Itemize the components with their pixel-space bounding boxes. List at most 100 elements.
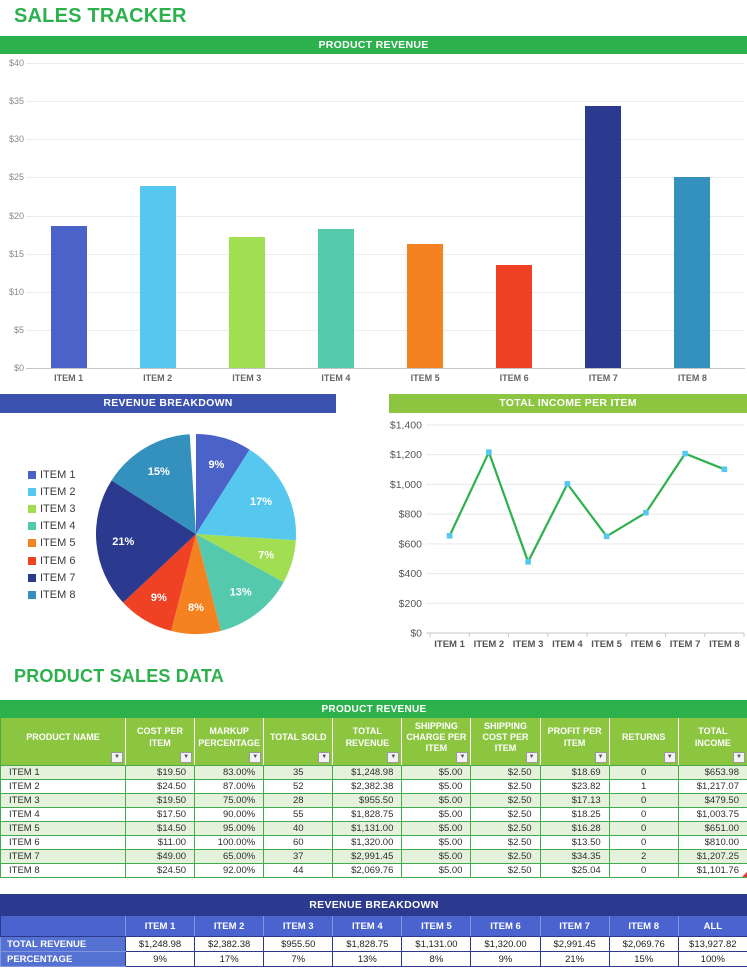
cell[interactable]: $19.50 — [124, 793, 196, 808]
cell[interactable]: 28 — [263, 793, 334, 808]
cell[interactable]: 65.00% — [194, 849, 265, 864]
cell[interactable]: 0 — [608, 835, 679, 850]
cell[interactable]: ITEM 2 — [0, 779, 126, 794]
cell[interactable]: $1,248.98 — [332, 765, 403, 780]
cell[interactable]: $1,207.25 — [677, 849, 747, 864]
cell[interactable]: 0 — [608, 765, 679, 780]
cell[interactable]: $23.82 — [539, 779, 610, 794]
cell[interactable]: $2,991.45 — [539, 936, 610, 952]
cell[interactable]: ITEM 8 — [0, 863, 126, 878]
cell[interactable]: $2,382.38 — [332, 779, 403, 794]
cell[interactable]: $1,320.00 — [470, 936, 541, 952]
cell[interactable]: $2.50 — [470, 779, 541, 794]
cell[interactable]: $5.00 — [401, 835, 472, 850]
cell[interactable]: $13,927.82 — [677, 936, 747, 952]
cell[interactable]: $18.25 — [539, 807, 610, 822]
cell[interactable]: $1,248.98 — [124, 936, 196, 952]
cell[interactable]: $5.00 — [401, 779, 472, 794]
cell[interactable]: ITEM 4 — [0, 807, 126, 822]
cell[interactable]: $18.69 — [539, 765, 610, 780]
cell[interactable]: $14.50 — [124, 821, 196, 836]
cell[interactable]: $1,003.75 — [677, 807, 747, 822]
cell[interactable]: $2.50 — [470, 835, 541, 850]
cell[interactable]: $2.50 — [470, 863, 541, 878]
cell[interactable]: $24.50 — [124, 863, 196, 878]
cell[interactable]: 100% — [677, 951, 747, 967]
cell[interactable]: 9% — [124, 951, 196, 967]
cell[interactable]: $2.50 — [470, 821, 541, 836]
cell[interactable]: $651.00 — [677, 821, 747, 836]
filter-button[interactable]: ▼ — [111, 752, 123, 763]
cell[interactable]: $16.28 — [539, 821, 610, 836]
filter-button[interactable]: ▼ — [663, 752, 676, 763]
cell[interactable]: $2,069.76 — [332, 863, 403, 878]
cell[interactable]: $955.50 — [332, 793, 403, 808]
cell[interactable]: 1 — [608, 779, 679, 794]
cell[interactable]: $955.50 — [263, 936, 334, 952]
cell[interactable]: 92.00% — [194, 863, 265, 878]
cell[interactable]: $2,382.38 — [194, 936, 265, 952]
cell[interactable]: $25.04 — [539, 863, 610, 878]
cell[interactable]: 21% — [539, 951, 610, 967]
cell[interactable]: $810.00 — [677, 835, 747, 850]
cell[interactable]: $2.50 — [470, 807, 541, 822]
cell[interactable]: $5.00 — [401, 807, 472, 822]
cell[interactable]: 87.00% — [194, 779, 265, 794]
cell[interactable]: $2,991.45 — [332, 849, 403, 864]
cell[interactable]: 90.00% — [194, 807, 265, 822]
cell[interactable]: 55 — [263, 807, 334, 822]
filter-button[interactable]: ▼ — [732, 752, 745, 763]
cell[interactable]: ITEM 5 — [0, 821, 126, 836]
cell[interactable]: $1,131.00 — [332, 821, 403, 836]
cell[interactable]: 13% — [332, 951, 403, 967]
cell[interactable]: 44 — [263, 863, 334, 878]
cell[interactable]: $2.50 — [470, 793, 541, 808]
cell[interactable]: 0 — [608, 793, 679, 808]
cell[interactable]: 83.00% — [194, 765, 265, 780]
cell[interactable]: 75.00% — [194, 793, 265, 808]
filter-button[interactable]: ▼ — [318, 752, 331, 763]
cell[interactable]: 37 — [263, 849, 334, 864]
cell[interactable]: 40 — [263, 821, 334, 836]
cell[interactable]: 17% — [194, 951, 265, 967]
cell[interactable]: 60 — [263, 835, 334, 850]
cell[interactable]: $11.00 — [124, 835, 196, 850]
cell[interactable]: $5.00 — [401, 793, 472, 808]
cell[interactable]: 0 — [608, 863, 679, 878]
cell[interactable]: $17.13 — [539, 793, 610, 808]
cell[interactable]: $2,069.76 — [608, 936, 679, 952]
cell[interactable]: ITEM 6 — [0, 835, 126, 850]
cell[interactable]: $34.35 — [539, 849, 610, 864]
filter-button[interactable]: ▼ — [594, 752, 607, 763]
cell[interactable]: 0 — [608, 807, 679, 822]
cell[interactable]: $24.50 — [124, 779, 196, 794]
cell[interactable]: $19.50 — [124, 765, 196, 780]
filter-button[interactable]: ▼ — [387, 752, 400, 763]
cell[interactable]: 35 — [263, 765, 334, 780]
cell[interactable]: $5.00 — [401, 765, 472, 780]
cell[interactable]: $1,217.07 — [677, 779, 747, 794]
filter-button[interactable]: ▼ — [456, 752, 469, 763]
cell[interactable]: $1,828.75 — [332, 807, 403, 822]
cell[interactable]: ITEM 7 — [0, 849, 126, 864]
cell[interactable]: 52 — [263, 779, 334, 794]
cell[interactable]: $2.50 — [470, 849, 541, 864]
filter-button[interactable]: ▼ — [249, 752, 262, 763]
filter-button[interactable]: ▼ — [525, 752, 538, 763]
cell[interactable]: $1,828.75 — [332, 936, 403, 952]
cell[interactable]: $1,320.00 — [332, 835, 403, 850]
cell[interactable]: $13.50 — [539, 835, 610, 850]
cell[interactable]: $2.50 — [470, 765, 541, 780]
cell[interactable]: $5.00 — [401, 821, 472, 836]
cell[interactable]: $49.00 — [124, 849, 196, 864]
cell[interactable]: $653.98 — [677, 765, 747, 780]
cell[interactable]: $17.50 — [124, 807, 196, 822]
cell[interactable]: 2 — [608, 849, 679, 864]
cell[interactable]: $5.00 — [401, 863, 472, 878]
cell[interactable]: $479.50 — [677, 793, 747, 808]
cell[interactable]: $1,101.76 — [677, 863, 747, 878]
cell[interactable]: 8% — [401, 951, 472, 967]
cell[interactable]: 95.00% — [194, 821, 265, 836]
cell[interactable]: $5.00 — [401, 849, 472, 864]
cell[interactable]: ITEM 3 — [0, 793, 126, 808]
